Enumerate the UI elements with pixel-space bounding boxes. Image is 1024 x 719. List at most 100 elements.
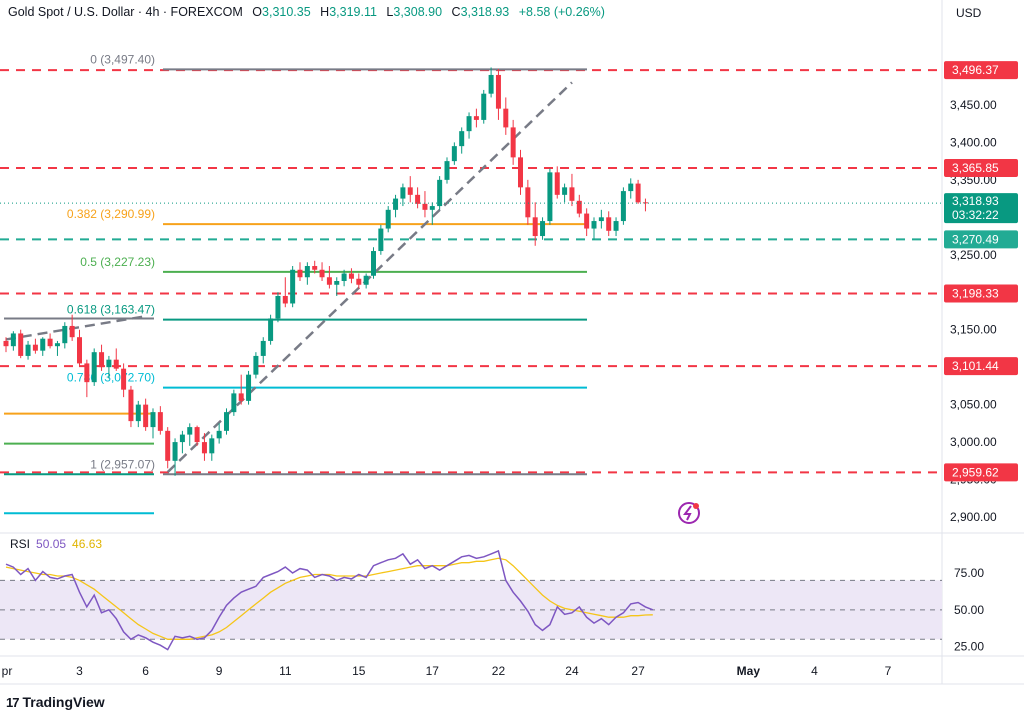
candle[interactable] bbox=[341, 273, 347, 281]
candle[interactable] bbox=[620, 191, 626, 222]
candle[interactable] bbox=[47, 338, 53, 347]
candle[interactable] bbox=[415, 194, 421, 204]
rsi-ma-line[interactable] bbox=[5, 557, 653, 640]
candle[interactable] bbox=[422, 203, 428, 210]
candle[interactable] bbox=[54, 343, 60, 347]
tradingview-logo[interactable]: 17 TradingView bbox=[6, 694, 105, 710]
candle[interactable] bbox=[253, 355, 259, 375]
candle[interactable] bbox=[562, 187, 568, 195]
candle[interactable] bbox=[25, 344, 31, 356]
alert-icon[interactable] bbox=[678, 502, 700, 524]
candle[interactable] bbox=[385, 209, 391, 229]
candle[interactable] bbox=[606, 217, 612, 231]
candle[interactable] bbox=[444, 161, 450, 180]
candle[interactable] bbox=[635, 183, 641, 203]
candle[interactable] bbox=[540, 221, 546, 237]
candle[interactable] bbox=[495, 74, 501, 109]
candle[interactable] bbox=[554, 172, 560, 195]
candle[interactable] bbox=[400, 187, 406, 199]
candle[interactable] bbox=[518, 157, 523, 188]
candle[interactable] bbox=[3, 340, 9, 347]
candle[interactable] bbox=[275, 295, 281, 319]
candle[interactable] bbox=[510, 127, 516, 158]
candle[interactable] bbox=[356, 278, 362, 285]
candle[interactable] bbox=[282, 295, 288, 304]
candle[interactable] bbox=[532, 217, 538, 237]
candle[interactable] bbox=[363, 275, 369, 285]
candle[interactable] bbox=[481, 93, 487, 120]
candle[interactable] bbox=[209, 438, 215, 454]
candle[interactable] bbox=[135, 404, 141, 422]
candle[interactable] bbox=[334, 281, 340, 285]
time-axis-tick: 9 bbox=[216, 664, 223, 678]
candle[interactable] bbox=[304, 266, 310, 278]
candle[interactable] bbox=[172, 442, 178, 461]
candle[interactable] bbox=[150, 412, 156, 428]
candle[interactable] bbox=[569, 187, 575, 201]
candle[interactable] bbox=[99, 352, 105, 368]
old-trend-line[interactable] bbox=[5, 314, 146, 341]
candle[interactable] bbox=[378, 228, 384, 252]
candle[interactable] bbox=[84, 363, 90, 383]
candle[interactable] bbox=[466, 116, 472, 132]
candle[interactable] bbox=[157, 412, 163, 431]
candle[interactable] bbox=[297, 269, 303, 278]
candle[interactable] bbox=[451, 146, 457, 162]
candle[interactable] bbox=[62, 325, 68, 344]
candle[interactable] bbox=[224, 412, 229, 431]
candle[interactable] bbox=[371, 251, 376, 276]
candle[interactable] bbox=[106, 359, 112, 368]
candle[interactable] bbox=[69, 325, 75, 338]
candle[interactable] bbox=[584, 213, 590, 229]
candle[interactable] bbox=[260, 340, 266, 356]
candle[interactable] bbox=[642, 202, 648, 204]
candle[interactable] bbox=[10, 333, 16, 347]
candle[interactable] bbox=[128, 389, 134, 422]
candle[interactable] bbox=[246, 374, 252, 401]
candle[interactable] bbox=[216, 430, 222, 439]
candle[interactable] bbox=[407, 187, 413, 195]
fib-level-label: 1 (2,957.07) bbox=[90, 457, 155, 471]
candle[interactable] bbox=[591, 221, 597, 229]
candle[interactable] bbox=[165, 430, 171, 461]
candle[interactable] bbox=[194, 427, 200, 443]
candle[interactable] bbox=[113, 359, 119, 369]
currency-button[interactable]: USD bbox=[956, 6, 982, 20]
candle[interactable] bbox=[18, 333, 24, 356]
candle[interactable] bbox=[503, 108, 509, 128]
candle[interactable] bbox=[525, 187, 531, 218]
candle[interactable] bbox=[598, 217, 604, 222]
candle[interactable] bbox=[312, 266, 318, 270]
candle[interactable] bbox=[179, 434, 185, 443]
candle[interactable] bbox=[437, 179, 443, 207]
candle[interactable] bbox=[32, 344, 38, 351]
candle[interactable] bbox=[238, 393, 244, 401]
candle[interactable] bbox=[319, 269, 325, 278]
candle[interactable] bbox=[576, 200, 582, 214]
candle[interactable] bbox=[393, 198, 399, 210]
candle[interactable] bbox=[121, 368, 127, 390]
candle[interactable] bbox=[348, 273, 354, 279]
candle[interactable] bbox=[429, 206, 435, 210]
candle[interactable] bbox=[143, 404, 149, 428]
candle[interactable] bbox=[91, 352, 97, 383]
candle[interactable] bbox=[290, 269, 296, 304]
candle[interactable] bbox=[547, 172, 553, 222]
candle[interactable] bbox=[40, 338, 46, 351]
candle[interactable] bbox=[628, 183, 634, 192]
candle[interactable] bbox=[613, 221, 619, 231]
rsi-line[interactable] bbox=[5, 549, 654, 651]
candle[interactable] bbox=[326, 277, 332, 285]
symbol-name[interactable]: Gold Spot / U.S. Dollar · 4h · FOREXCOM bbox=[8, 5, 243, 19]
candle[interactable] bbox=[201, 442, 207, 454]
candle[interactable] bbox=[231, 393, 237, 413]
candle[interactable] bbox=[473, 116, 479, 120]
candle[interactable] bbox=[77, 337, 82, 364]
trend-line[interactable] bbox=[166, 81, 573, 473]
candle[interactable] bbox=[459, 131, 465, 147]
candle[interactable] bbox=[268, 318, 274, 341]
rsi-legend[interactable]: RSI 50.05 46.63 bbox=[10, 537, 102, 551]
candle[interactable] bbox=[488, 74, 494, 94]
candle[interactable] bbox=[187, 427, 193, 435]
